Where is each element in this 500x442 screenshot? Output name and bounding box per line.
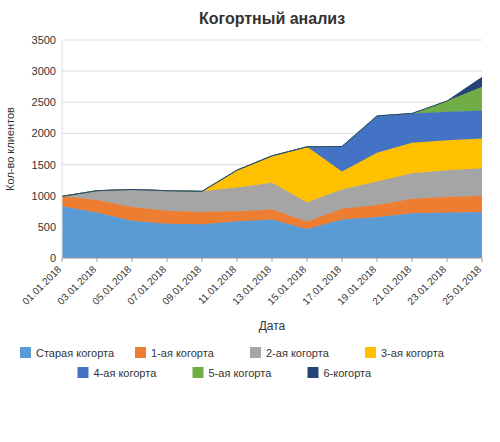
legend-label: 4-ая когорта: [94, 367, 158, 379]
legend-label: 3-ая когорта: [381, 347, 445, 359]
y-tick-label: 2000: [32, 127, 56, 139]
legend-swatch: [365, 347, 376, 358]
area-fill: [62, 110, 482, 196]
legend-label: 6-когорта: [324, 367, 373, 379]
area: [62, 77, 482, 196]
x-tick: [342, 258, 343, 262]
y-tick-label: 1000: [32, 190, 56, 202]
x-axis-label: Дата: [259, 319, 286, 333]
area-fill: [62, 138, 482, 202]
legend-label: 2-ая когорта: [266, 347, 330, 359]
legend-label: 5-ая когорта: [209, 367, 273, 379]
y-tick-label: 3500: [32, 34, 56, 46]
areas: [62, 77, 482, 258]
x-tick: [447, 258, 448, 262]
grid-line: [62, 71, 482, 72]
area-fill: [62, 87, 482, 197]
legend-label: Старая когорта: [36, 347, 115, 359]
title: Когортный анализ: [199, 10, 345, 27]
grid-line: [62, 40, 482, 41]
legend-swatch: [308, 367, 319, 378]
grid-line: [62, 102, 482, 103]
y-axis-label: Кол-во клиентов: [4, 107, 16, 191]
chart: Когортный анализ 0 500 1000 1500 2000 2500 3000…: [0, 0, 500, 442]
x-tick: [167, 258, 168, 262]
x-tick: [132, 258, 133, 262]
x-tick: [482, 258, 483, 262]
x-tick-label: 25.01.2018: [440, 263, 483, 306]
area: [62, 138, 482, 196]
legend-swatch: [20, 347, 31, 358]
x-tick: [62, 258, 63, 262]
y-tick-label: 3000: [32, 65, 56, 77]
legend-swatch: [135, 347, 146, 358]
legend-swatch: [193, 367, 204, 378]
y-axis: [62, 40, 63, 258]
x-tick: [97, 258, 98, 262]
x-tick: [272, 258, 273, 262]
area-fill: [62, 77, 482, 196]
legend-swatch: [78, 367, 89, 378]
x-tick: [202, 258, 203, 262]
x-tick: [412, 258, 413, 262]
legend-swatch: [250, 347, 261, 358]
y-tick-label: 2500: [32, 96, 56, 108]
grid: [62, 40, 482, 258]
legend-label: 1-ая когорта: [151, 347, 215, 359]
legend: Старая когорта 1-ая когорта 2-ая когорта 3-…: [20, 347, 445, 379]
x-tick: [237, 258, 238, 262]
x-tick: [377, 258, 378, 262]
y-tick-label: 500: [38, 221, 56, 233]
x-tick: [307, 258, 308, 262]
y-tick-label: 0: [50, 252, 56, 264]
y-tick-label: 1500: [32, 159, 56, 171]
area: [62, 87, 482, 197]
area: [62, 110, 482, 196]
